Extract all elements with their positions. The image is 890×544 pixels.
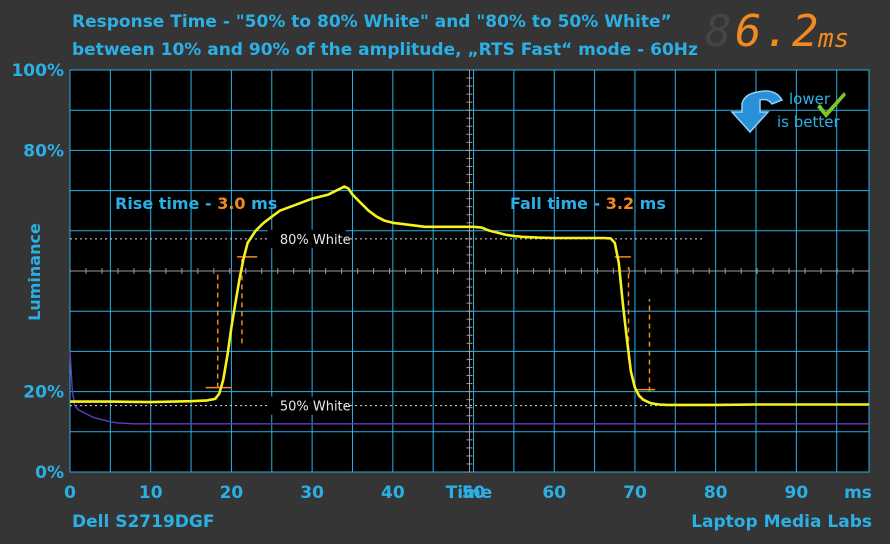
fall-annotation: Fall time - 3.2 ms bbox=[510, 194, 666, 213]
checkmark-icon bbox=[817, 92, 846, 118]
total-response-unit: ms bbox=[818, 24, 850, 54]
y-axis-label: Luminance bbox=[25, 223, 44, 321]
title-line-2: between 10% and 90% of the amplitude, „R… bbox=[72, 40, 698, 60]
chart-title: Response Time - "50% to 80% White" and "… bbox=[72, 8, 698, 64]
footer-right: Laptop Media Labs bbox=[691, 512, 872, 532]
badge-text: lower is better bbox=[777, 88, 840, 134]
series-group bbox=[69, 185, 869, 425]
x-axis-label: Time bbox=[446, 483, 493, 503]
rise-annotation-prefix: Rise time - bbox=[115, 194, 217, 213]
title-line-1: Response Time - "50% to 80% White" and "… bbox=[72, 12, 672, 32]
svg-text:Rise time - 3.0 ms: Rise time - 3.0 ms bbox=[115, 194, 277, 213]
fall-annotation-prefix: Fall time - bbox=[510, 194, 606, 213]
x-tick-label: 60 bbox=[542, 483, 566, 503]
y-tick-label: 20% bbox=[23, 383, 64, 403]
fall-annotation-value: 3.2 bbox=[606, 194, 634, 213]
reference-label-background bbox=[267, 229, 346, 248]
y-tick-label: 0% bbox=[35, 463, 64, 483]
footer-left: Dell S2719DGF bbox=[72, 512, 215, 532]
timing-markers bbox=[205, 256, 656, 392]
tick-labels: 0 10 20 30 40 50 60 70 80 90 100% 80% 20% 0% bbox=[11, 61, 808, 503]
x-tick-label: 40 bbox=[381, 483, 405, 503]
x-tick-label: 10 bbox=[139, 483, 163, 503]
svg-text:Fall time - 3.2 ms: Fall time - 3.2 ms bbox=[510, 194, 666, 213]
reference-line-label: 80% White bbox=[280, 233, 351, 248]
x-tick-label: 30 bbox=[300, 483, 324, 503]
reference-label-background bbox=[267, 396, 346, 415]
rise-annotation-value: 3.0 bbox=[217, 194, 245, 213]
lower-is-better-badge bbox=[730, 90, 846, 134]
x-tick-label: 20 bbox=[220, 483, 244, 503]
x-tick-label: 0 bbox=[64, 483, 76, 503]
rise-annotation-suffix: ms bbox=[246, 194, 278, 213]
total-response-value: 6.2 bbox=[735, 6, 821, 57]
reference-line-label: 50% White bbox=[280, 400, 351, 415]
x-tick-label: 80 bbox=[704, 483, 728, 503]
seven-segment-background: 8 bbox=[705, 6, 732, 57]
badge-line-2: is better bbox=[777, 113, 840, 131]
x-axis-unit: ms bbox=[844, 483, 872, 503]
down-arrow-icon bbox=[730, 90, 784, 134]
x-tick-label: 70 bbox=[623, 483, 647, 503]
luminance-series-line bbox=[70, 185, 869, 407]
baseline-series-line bbox=[69, 351, 869, 425]
badge-line-1: lower bbox=[789, 90, 831, 108]
grid-lines bbox=[69, 69, 870, 473]
fall-annotation-suffix: ms bbox=[634, 194, 666, 213]
y-tick-label: 100% bbox=[11, 61, 64, 81]
rise-annotation: Rise time - 3.0 ms bbox=[115, 194, 277, 213]
y-tick-label: 80% bbox=[23, 141, 64, 161]
x-tick-label: 50 bbox=[462, 483, 486, 503]
reference-lines: 80% White 50% White bbox=[70, 229, 704, 415]
x-tick-label: 90 bbox=[785, 483, 809, 503]
